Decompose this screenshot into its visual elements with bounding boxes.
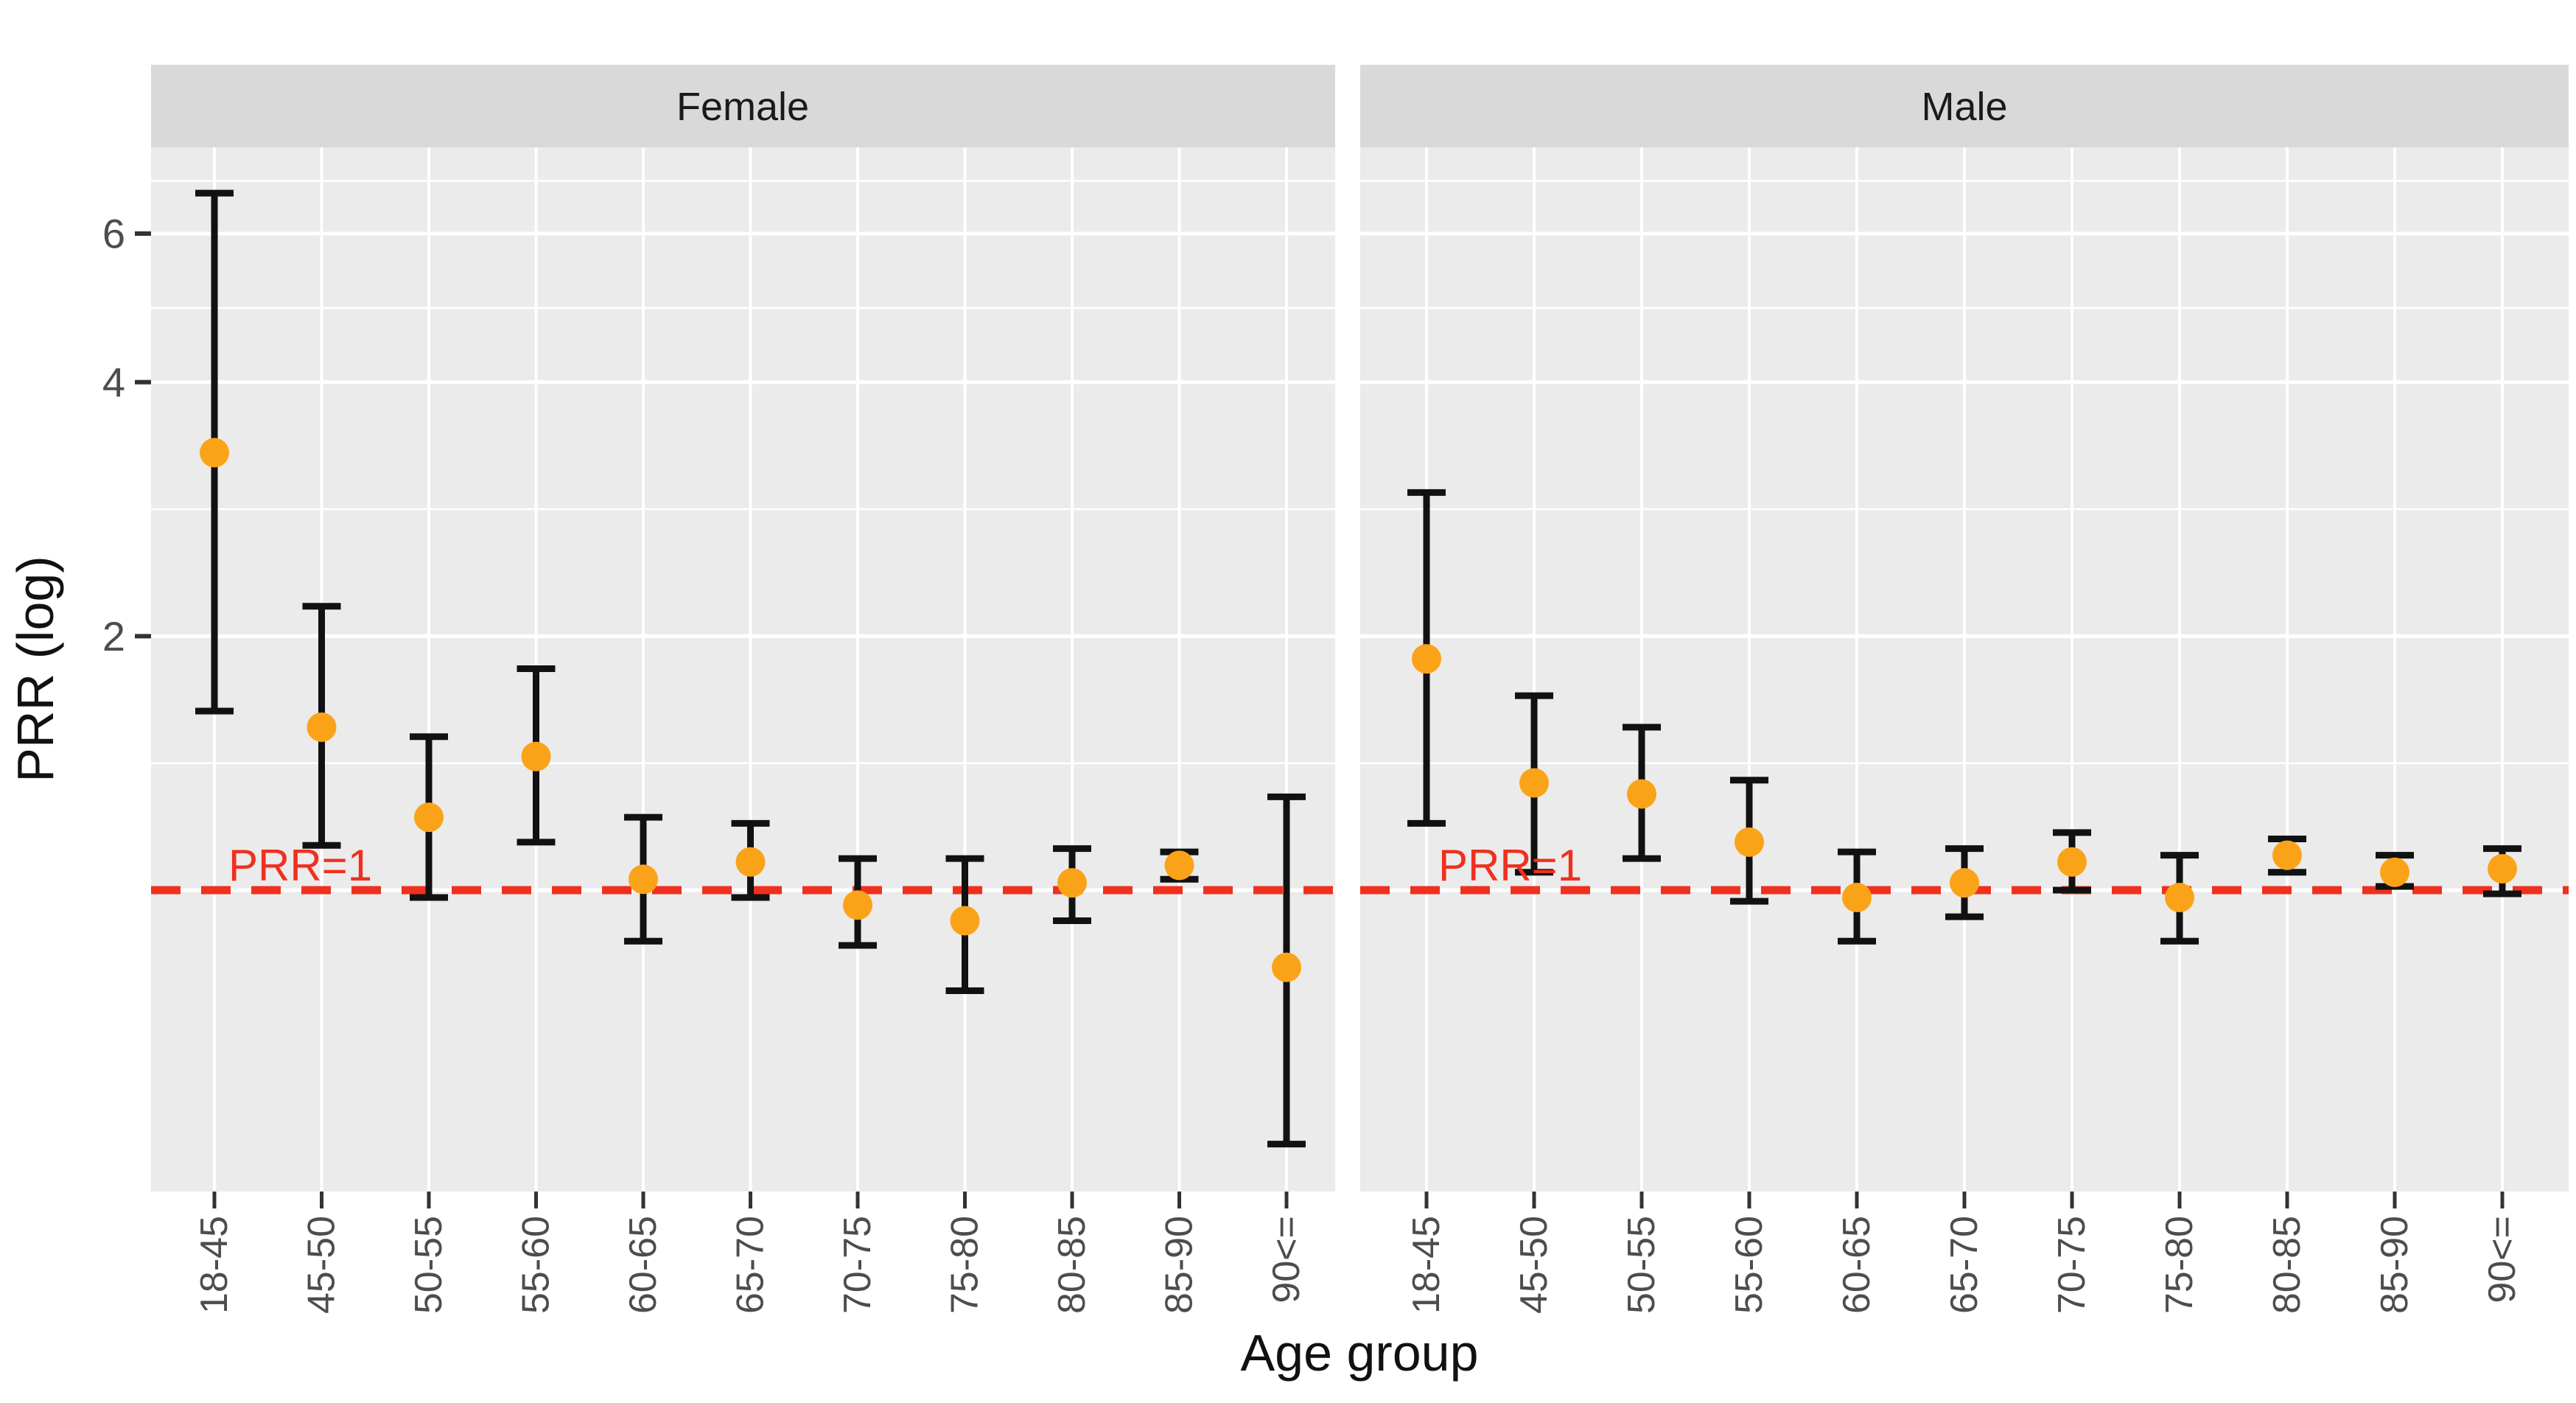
data-point: [307, 712, 337, 742]
data-point: [521, 741, 551, 772]
x-tick-label: 90<=: [2481, 1216, 2524, 1304]
data-point: [1272, 952, 1301, 982]
y-tick-label: 4: [102, 359, 125, 405]
x-tick-label: 50-55: [1620, 1216, 1663, 1314]
data-point: [1842, 883, 1872, 913]
data-point: [2488, 854, 2517, 884]
facet-strip: [1360, 65, 2569, 147]
x-tick-label: 18-45: [193, 1216, 236, 1314]
x-tick-label: 70-75: [2051, 1216, 2093, 1314]
x-tick-label: 65-70: [1943, 1216, 1986, 1314]
data-point: [1412, 644, 1441, 674]
x-tick-label: 55-60: [1728, 1216, 1771, 1314]
data-point: [200, 438, 229, 468]
x-tick-label: 55-60: [515, 1216, 558, 1314]
data-point: [2272, 840, 2302, 870]
x-axis-title: Age group: [1240, 1324, 1478, 1382]
facet-label-female: Female: [676, 85, 809, 129]
x-tick-label: 45-50: [1513, 1216, 1555, 1314]
data-point: [629, 864, 658, 895]
data-point: [2165, 883, 2194, 913]
x-tick-label: 18-45: [1405, 1216, 1448, 1314]
x-tick-label: 75-80: [944, 1216, 987, 1314]
y-tick-label: 2: [102, 613, 125, 659]
x-tick-label: 70-75: [836, 1216, 879, 1314]
data-point: [1627, 779, 1656, 809]
data-point: [1519, 768, 1549, 798]
facet-strip: [151, 65, 1335, 147]
data-point: [843, 890, 872, 920]
data-point: [1735, 827, 1764, 857]
y-tick-label: 6: [102, 211, 125, 257]
y-axis-title: PRR (log): [7, 556, 64, 782]
data-marks-layer: [195, 189, 2521, 1148]
x-tick-label: 50-55: [407, 1216, 450, 1314]
x-tick-label: 60-65: [1835, 1216, 1878, 1314]
axis-layer: 18-45 45-50 50-55 55-60 60-65 65-70 70-75 75-80…: [102, 211, 2524, 1314]
data-point: [2057, 847, 2087, 877]
reference-line-label-female: PRR=1: [228, 841, 372, 890]
reference-line-label-male: PRR=1: [1438, 841, 1582, 890]
panel-background: [151, 147, 1335, 1192]
data-point: [2380, 857, 2409, 887]
facet-label-male: Male: [1921, 85, 2007, 129]
data-point: [1950, 868, 1979, 898]
gridline-layer: [151, 147, 2569, 1192]
x-tick-label: 60-65: [622, 1216, 665, 1314]
x-tick-label: 65-70: [729, 1216, 772, 1314]
x-tick-label: 85-90: [1158, 1216, 1201, 1314]
x-tick-label: 45-50: [301, 1216, 343, 1314]
data-point: [414, 802, 444, 833]
x-tick-label: 85-90: [2373, 1216, 2416, 1314]
x-tick-label: 75-80: [2158, 1216, 2201, 1314]
data-point: [1164, 850, 1194, 881]
x-tick-label: 80-85: [1051, 1216, 1093, 1314]
data-point: [950, 906, 980, 936]
data-point: [1057, 868, 1087, 898]
data-point: [735, 847, 766, 877]
x-tick-label: 90<=: [1265, 1216, 1308, 1304]
x-tick-label: 80-85: [2266, 1216, 2309, 1314]
